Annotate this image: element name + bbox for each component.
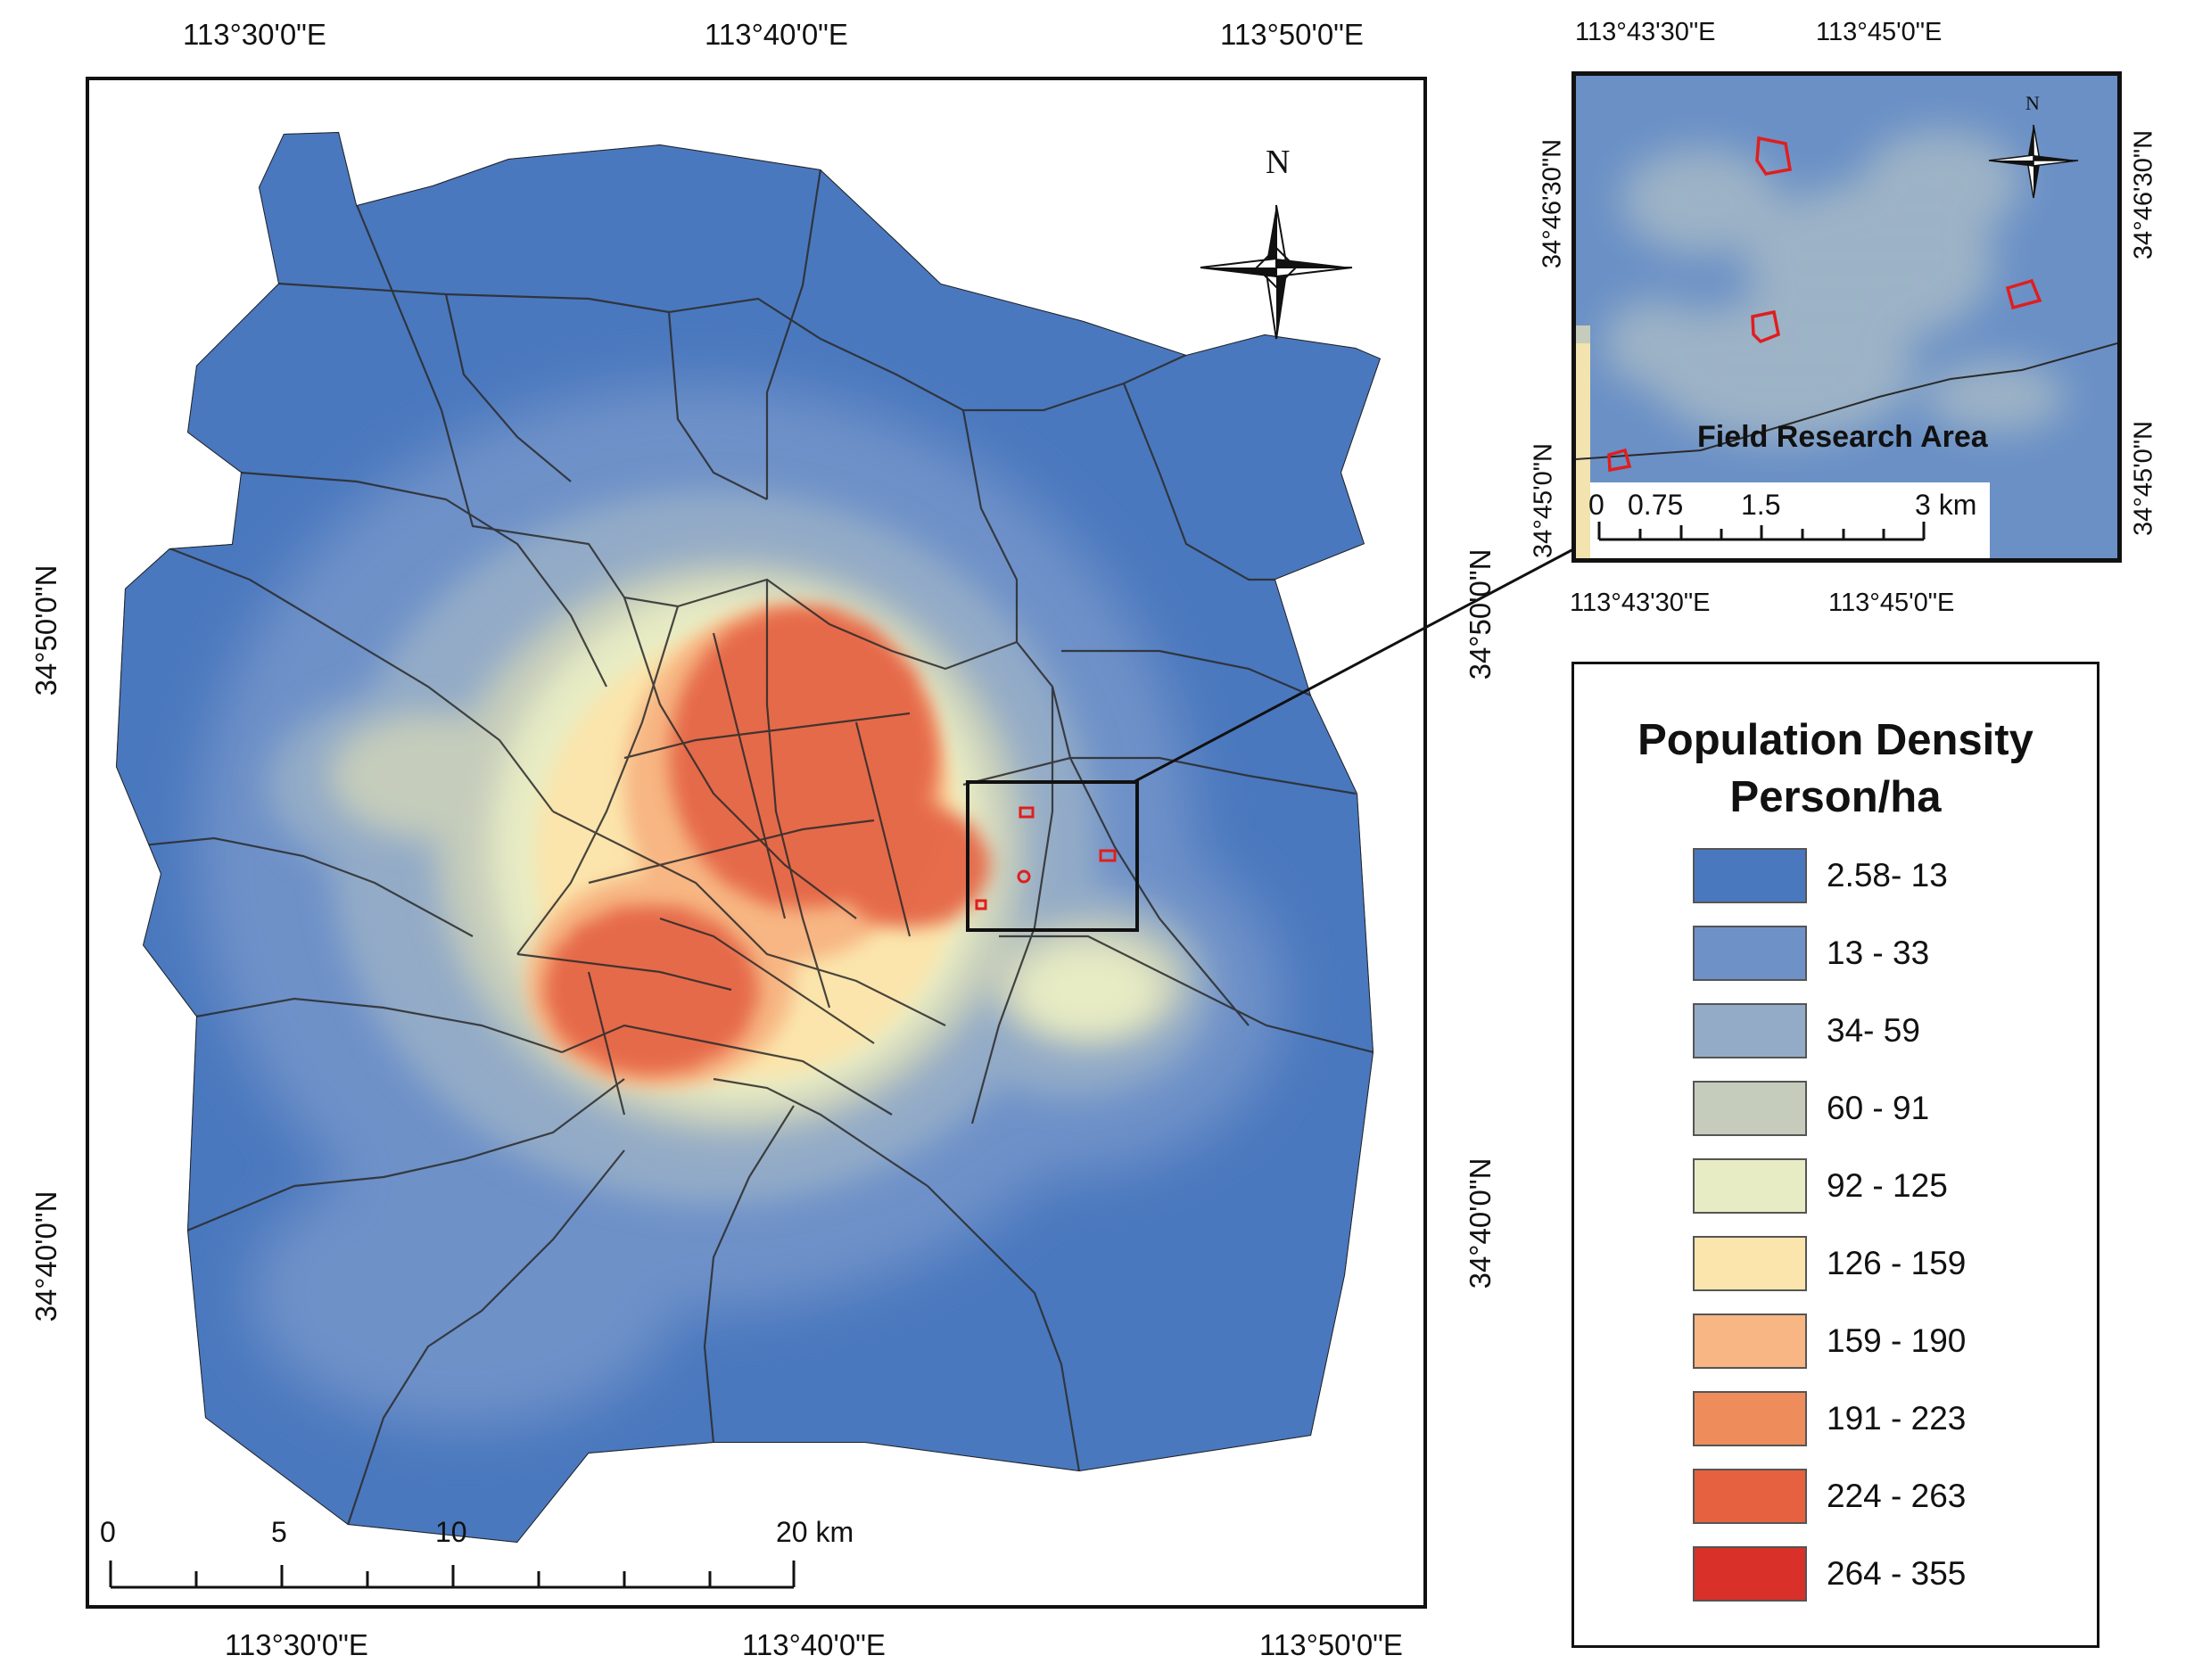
inset-scale-0: 0 [1588, 489, 1604, 521]
main-lat-left-1: 34°50'0"N [29, 564, 62, 696]
main-lon-top-3: 113°50'0"E [1220, 18, 1364, 51]
inset-lon-bottom-1: 113°43'30"E [1570, 589, 1711, 617]
legend-title-line2: Person/ha [1729, 773, 1942, 821]
legend-label: 60 - 91 [1827, 1090, 1930, 1126]
legend-title-line1: Population Density [1637, 716, 2033, 764]
north-label-inset: N [2025, 92, 2040, 114]
main-map-frame: N 0 5 10 20 km [86, 77, 1427, 1609]
inset-scale-3km: 3 km [1915, 489, 1977, 521]
inset-map-frame: N Field Research Area 0 0.75 1.5 3 km [1571, 71, 2122, 563]
legend-label: 159 - 190 [1827, 1322, 1967, 1359]
legend-label: 92 - 125 [1827, 1167, 1948, 1204]
legend-swatch [1693, 1236, 1807, 1291]
legend-label: 13 - 33 [1827, 935, 1930, 971]
legend-swatch [1693, 1158, 1807, 1214]
scale-tick-20km: 20 km [776, 1516, 854, 1548]
main-lon-bottom-2: 113°40'0"E [742, 1628, 886, 1661]
legend-swatch [1693, 926, 1807, 981]
legend-swatch [1693, 1391, 1807, 1446]
legend-swatch [1693, 1003, 1807, 1058]
north-arrow-inset [1988, 124, 2079, 199]
legend-label: 2.58- 13 [1827, 857, 1948, 894]
legend: Population Density Person/ha 2.58- 13 13 … [1571, 662, 2099, 1648]
inset-lat-left-2: 34°45'0"N [1529, 443, 1558, 559]
main-lon-bottom-3: 113°50'0"E [1259, 1628, 1403, 1661]
legend-label: 191 - 223 [1827, 1400, 1967, 1437]
inset-lon-top-2: 113°45'0"E [1816, 18, 1943, 46]
inset-scale-075: 0.75 [1628, 489, 1684, 521]
inset-lon-bottom-2: 113°45'0"E [1828, 589, 1955, 617]
main-map-canvas [109, 132, 1381, 1589]
north-arrow-main [1200, 204, 1353, 340]
legend-label: 126 - 159 [1827, 1245, 1967, 1281]
legend-swatch [1693, 1546, 1807, 1602]
scale-bar-main [109, 1561, 796, 1589]
legend-swatch [1693, 1081, 1807, 1136]
scale-tick-5: 5 [271, 1516, 287, 1548]
legend-swatch [1693, 1469, 1807, 1524]
inset-lat-right-2: 34°45'0"N [2129, 421, 2158, 537]
main-lat-right-2: 34°40'0"N [1464, 1157, 1497, 1289]
field-sites-inset [1607, 136, 2042, 473]
main-lat-left-2: 34°40'0"N [29, 1190, 62, 1322]
scale-tick-10: 10 [435, 1516, 467, 1548]
main-lat-right-1: 34°50'0"N [1464, 548, 1497, 680]
scale-tick-0: 0 [100, 1516, 116, 1548]
main-lon-bottom-1: 113°30'0"E [225, 1628, 368, 1661]
legend-label: 34- 59 [1827, 1012, 1920, 1049]
north-label-main: N [1266, 144, 1291, 181]
legend-label: 264 - 355 [1827, 1555, 1967, 1592]
inset-map-canvas [1576, 76, 2117, 558]
inset-lon-top-1: 113°43'30"E [1575, 18, 1716, 46]
scale-bar-inset [1597, 522, 1926, 541]
inset-scale-15: 1.5 [1741, 489, 1781, 521]
inset-lat-left-1: 34°46'30"N [1538, 138, 1567, 269]
inset-lat-right-1: 34°46'30"N [2129, 129, 2158, 260]
main-lon-top-1: 113°30'0"E [183, 18, 326, 51]
inset-scale-background [1590, 482, 1990, 558]
legend-swatch [1693, 848, 1807, 903]
inset-title: Field Research Area [1697, 420, 1988, 454]
field-sites-main [975, 806, 1117, 910]
legend-label: 224 - 263 [1827, 1478, 1967, 1514]
main-lon-top-2: 113°40'0"E [705, 18, 848, 51]
legend-swatch [1693, 1314, 1807, 1369]
inset-extent-box [966, 780, 1139, 932]
